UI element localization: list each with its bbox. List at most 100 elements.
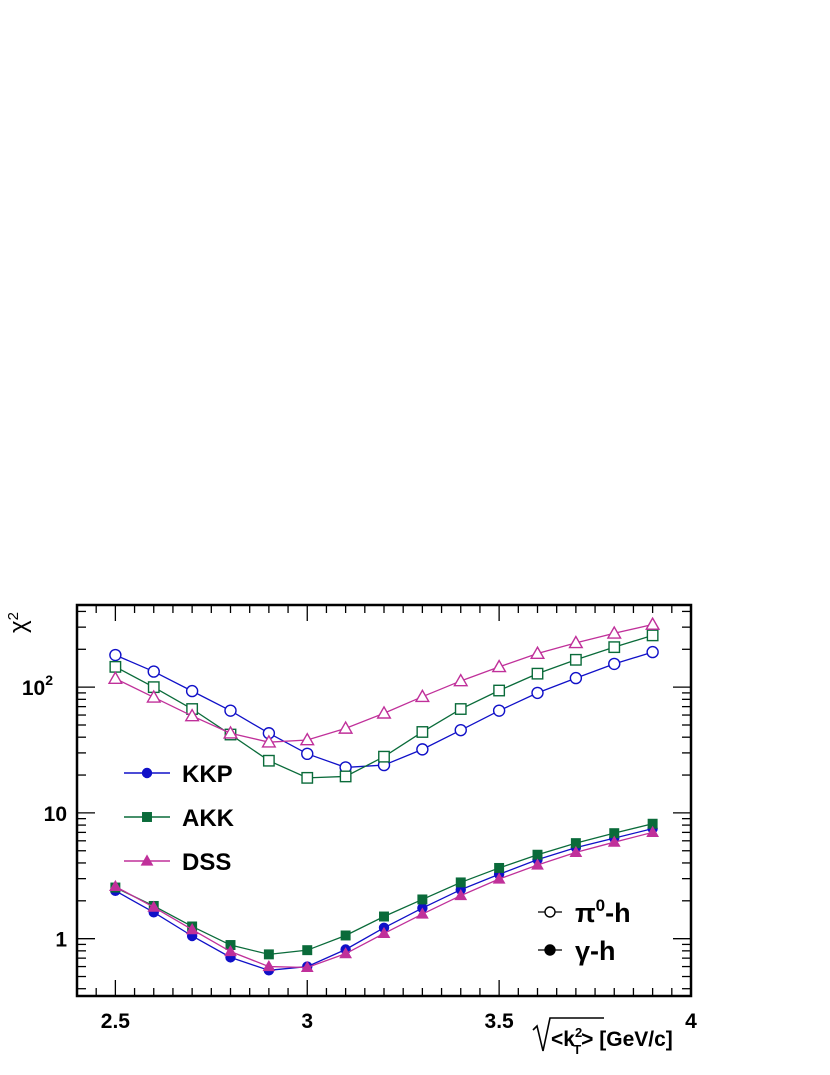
legend-models: KKP AKK DSS: [124, 761, 235, 876]
legend-marker: [140, 854, 154, 866]
x-axis-title-main: <k: [551, 1028, 575, 1051]
data-point: [646, 645, 659, 659]
data-point: [531, 667, 544, 680]
data-point: [608, 657, 621, 671]
data-point: [569, 671, 583, 685]
series-layer: [107, 616, 661, 976]
data-point: [302, 945, 313, 956]
radical-sign: [532, 1017, 604, 1052]
data-point: [645, 616, 661, 630]
legend-label: π0-h: [575, 896, 631, 928]
data-point: [107, 670, 123, 685]
y-axis-title-main: χ: [5, 620, 32, 633]
data-point: [569, 845, 583, 858]
data-point: [529, 645, 546, 659]
data-point: [340, 930, 351, 941]
data-point: [222, 725, 239, 739]
svg-text:<k2T> [GeV/c]: <k2 T> [GeV/c]: [551, 1025, 673, 1057]
data-point: [646, 629, 659, 642]
legend-marker: [142, 812, 152, 822]
data-point: [299, 732, 315, 746]
legend-label: AKK: [182, 805, 235, 832]
data-point: [378, 750, 390, 763]
data-point: [607, 835, 621, 847]
data-point: [492, 872, 506, 884]
data-point: [491, 659, 507, 673]
series-dss-pi0-h: [107, 616, 661, 748]
legend-label: DSS: [182, 849, 231, 876]
x-axis-title-sub: T: [573, 1042, 581, 1057]
legend-entry-dss: DSS: [124, 849, 231, 876]
y-axis-title-sup: 2: [5, 612, 22, 620]
data-point: [379, 911, 389, 922]
data-point: [300, 960, 314, 973]
data-point: [531, 686, 544, 700]
x-tick-label: 3: [301, 1010, 313, 1033]
data-point: [224, 704, 237, 717]
data-point: [184, 708, 200, 722]
legend-label: KKP: [182, 761, 233, 788]
x-tick-label: 3.5: [485, 1010, 515, 1033]
x-tick-label: 4: [685, 1010, 697, 1033]
data-point: [455, 877, 466, 888]
legend-entry-kkp: KKP: [124, 761, 233, 788]
legend-marker: [544, 906, 556, 918]
data-point: [262, 754, 275, 767]
data-point: [377, 926, 391, 939]
data-point: [569, 653, 582, 666]
data-point: [224, 944, 237, 957]
data-point: [453, 673, 469, 687]
y-axis-title: χ2: [5, 612, 32, 633]
legend-marker: [544, 944, 556, 956]
x-axis-title-tail: > [GeV/c]: [581, 1028, 673, 1051]
y-tick-label: 1: [55, 929, 67, 952]
data-point: [494, 862, 505, 873]
data-point: [339, 770, 352, 783]
data-point: [147, 900, 161, 912]
legend-process: π0-h γ-h: [538, 896, 631, 966]
data-point: [109, 660, 122, 673]
legend-process-entry: π0-h: [538, 896, 631, 928]
series-dss-gamma-h: [108, 825, 660, 973]
data-point: [338, 720, 354, 734]
y-tick-label: 10: [44, 803, 67, 826]
data-point: [531, 858, 544, 870]
x-axis-title: <k2 T> [GeV/c]: [532, 1017, 673, 1057]
data-point: [301, 747, 314, 761]
data-point: [108, 879, 122, 892]
axis-tick-labels: 2.5 3 3.5 4 1 10 102: [22, 672, 697, 1033]
data-point: [415, 907, 429, 919]
data-point: [301, 771, 314, 784]
data-point: [339, 947, 353, 959]
data-point: [262, 959, 276, 972]
data-point: [416, 726, 429, 738]
data-point: [454, 723, 467, 737]
data-point: [147, 665, 160, 678]
legend-label: γ-h: [575, 936, 616, 966]
data-point: [646, 825, 660, 837]
data-point: [146, 689, 162, 703]
data-point: [454, 703, 467, 715]
data-point: [417, 894, 428, 905]
data-point: [568, 635, 584, 649]
data-point: [532, 849, 543, 860]
data-point: [109, 648, 122, 662]
data-point: [261, 734, 277, 748]
data-point: [493, 684, 506, 697]
data-point: [454, 889, 468, 901]
data-point: [263, 949, 274, 960]
data-point: [492, 704, 506, 717]
data-point: [414, 688, 430, 703]
data-point: [416, 743, 429, 756]
y-tick-label: 102: [22, 672, 53, 700]
x-axis-title-sup: 2: [575, 1025, 582, 1040]
data-point: [185, 923, 199, 935]
axis-ticks: [77, 605, 691, 996]
data-point: [185, 684, 199, 698]
legend-process-entry: γ-h: [538, 936, 616, 966]
data-point: [608, 641, 621, 654]
data-point: [606, 625, 622, 639]
series-akk-pi0-h: [109, 629, 659, 784]
x-tick-label: 2.5: [101, 1010, 131, 1033]
